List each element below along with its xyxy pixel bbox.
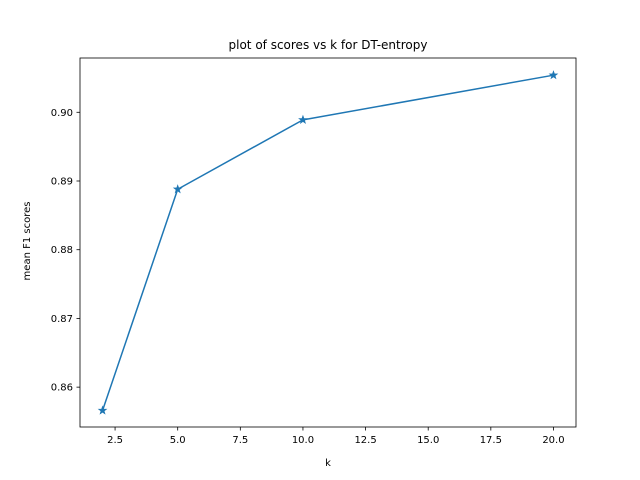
data-point-star bbox=[172, 184, 183, 194]
x-tick-label: 17.5 bbox=[480, 435, 502, 446]
x-axis-label: k bbox=[325, 458, 331, 469]
x-tick-label: 12.5 bbox=[354, 435, 376, 446]
x-tick-label: 2.5 bbox=[107, 435, 123, 446]
x-tick-label: 20.0 bbox=[542, 435, 564, 446]
y-tick-label: 0.86 bbox=[51, 383, 73, 394]
x-tick-label: 7.5 bbox=[232, 435, 248, 446]
x-tick-label: 10.0 bbox=[292, 435, 314, 446]
data-point-star bbox=[97, 405, 108, 415]
plot-frame bbox=[79, 57, 577, 428]
y-tick-label: 0.87 bbox=[51, 314, 73, 325]
y-tick-label: 0.89 bbox=[51, 177, 73, 188]
data-point-star bbox=[548, 70, 559, 80]
x-axis: 2.5 5.0 7.5 10.0 12.5 15.0 17.5 20.0 bbox=[107, 427, 565, 446]
y-tick-label: 0.88 bbox=[51, 245, 73, 256]
chart-title: plot of scores vs k for DT-entropy bbox=[229, 38, 428, 52]
x-tick-label: 5.0 bbox=[170, 435, 186, 446]
x-tick-label: 15.0 bbox=[417, 435, 439, 446]
y-axis-label: mean F1 scores bbox=[22, 202, 33, 281]
series-group bbox=[97, 70, 559, 415]
series-line bbox=[101, 74, 554, 411]
data-point-star bbox=[298, 114, 308, 124]
y-axis: 0.86 0.87 0.88 0.89 0.90 bbox=[51, 108, 80, 394]
y-tick-label: 0.90 bbox=[51, 108, 73, 119]
